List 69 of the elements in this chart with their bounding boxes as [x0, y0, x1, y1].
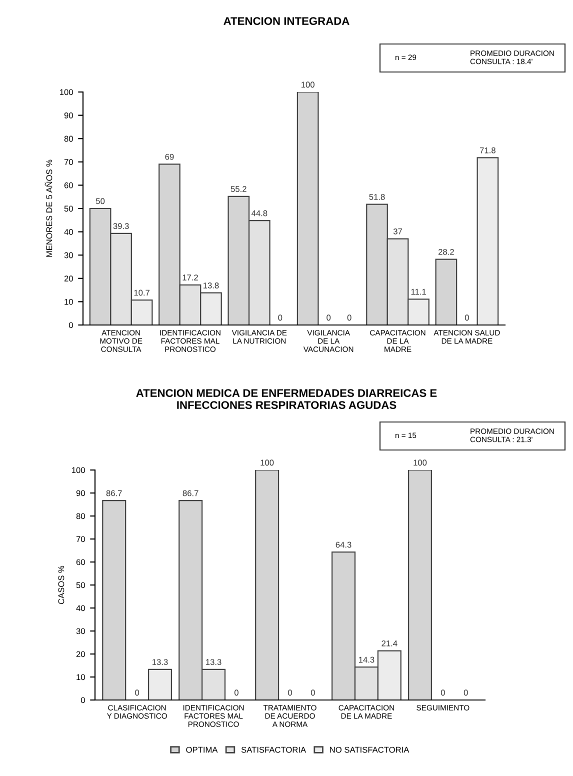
y-tick-label: 10: [76, 674, 85, 680]
bar: [296, 92, 319, 325]
data-label: 13.8: [204, 282, 219, 288]
data-label: 28.2: [438, 248, 454, 255]
data-label: 0: [310, 690, 315, 696]
data-label: 13.3: [152, 659, 168, 665]
data-label: 37: [393, 228, 402, 234]
legend-label: OPTIMA: [186, 746, 218, 753]
y-tick-label: 50: [64, 206, 73, 212]
data-label: 0: [440, 690, 445, 696]
y-tick-label: 40: [64, 229, 73, 235]
data-label: 11.1: [411, 288, 426, 295]
data-label: 0: [326, 314, 331, 321]
data-label: 0: [278, 314, 282, 321]
y-tick-label: 60: [76, 559, 85, 566]
data-label: 86.7: [182, 490, 198, 496]
data-label: 50: [96, 198, 105, 204]
y-tick-label: 0: [68, 322, 73, 328]
bar: [102, 500, 126, 700]
y-tick-label: 10: [64, 298, 73, 305]
bar: [476, 157, 499, 325]
data-label: 0: [234, 690, 238, 696]
data-label: 71.8: [480, 147, 496, 154]
data-label: 10.7: [134, 290, 150, 296]
y-tick-label: 20: [64, 276, 73, 282]
y-tick-label: 70: [76, 536, 85, 542]
legend-label: NO SATISFACTORIA: [330, 746, 410, 753]
y-tick-label: 90: [64, 112, 73, 118]
y-axis-title: MENORES DE 5 AÑOS %: [44, 160, 52, 257]
y-axis-title: CASOS %: [58, 566, 64, 604]
data-label: 100: [260, 460, 274, 466]
data-label: 100: [302, 82, 314, 88]
legend-label: SATISFACTORIA: [241, 746, 306, 753]
data-label: 13.3: [206, 659, 222, 665]
data-label: 55.2: [230, 186, 246, 192]
y-tick-label: 80: [76, 513, 85, 520]
y-tick-label: 20: [76, 651, 85, 658]
y-tick-label: 30: [64, 252, 73, 258]
y-tick-label: 50: [76, 582, 85, 588]
y-tick-label: 100: [60, 89, 73, 96]
y-tick-label: 40: [76, 605, 85, 612]
data-label: 0: [347, 314, 352, 321]
data-label: 86.7: [106, 490, 122, 496]
data-label: 69: [165, 154, 174, 160]
bar: [255, 470, 280, 700]
chart-title: ATENCION INTEGRADA: [224, 17, 350, 25]
y-tick-label: 80: [64, 136, 73, 142]
y-tick-label: 70: [64, 159, 73, 165]
data-label: 100: [414, 460, 427, 466]
data-label: 39.3: [113, 223, 129, 230]
bar: [408, 470, 432, 700]
data-label: 64.3: [336, 542, 352, 548]
data-label: 21.4: [382, 640, 398, 646]
data-label: 0: [288, 690, 292, 696]
data-label: 0: [135, 690, 140, 696]
y-tick-label: 100: [72, 467, 85, 474]
chart-title: ATENCION MEDICA DE ENFERMEDADES DIARREICAS E INFECCIONES RESPIRATORIAS AGUDAS: [136, 389, 437, 409]
data-label: 0: [464, 690, 468, 696]
y-tick-label: 90: [76, 490, 85, 496]
data-label: 44.8: [251, 210, 268, 216]
data-label: 51.8: [369, 194, 385, 200]
data-label: 0: [464, 314, 469, 321]
data-label: 17.2: [182, 274, 198, 280]
y-tick-label: 0: [80, 697, 85, 704]
y-tick-label: 60: [64, 182, 73, 188]
bar: [148, 668, 172, 700]
y-tick-label: 30: [76, 628, 85, 634]
bar: [435, 258, 458, 325]
data-label: 14.3: [358, 656, 374, 663]
